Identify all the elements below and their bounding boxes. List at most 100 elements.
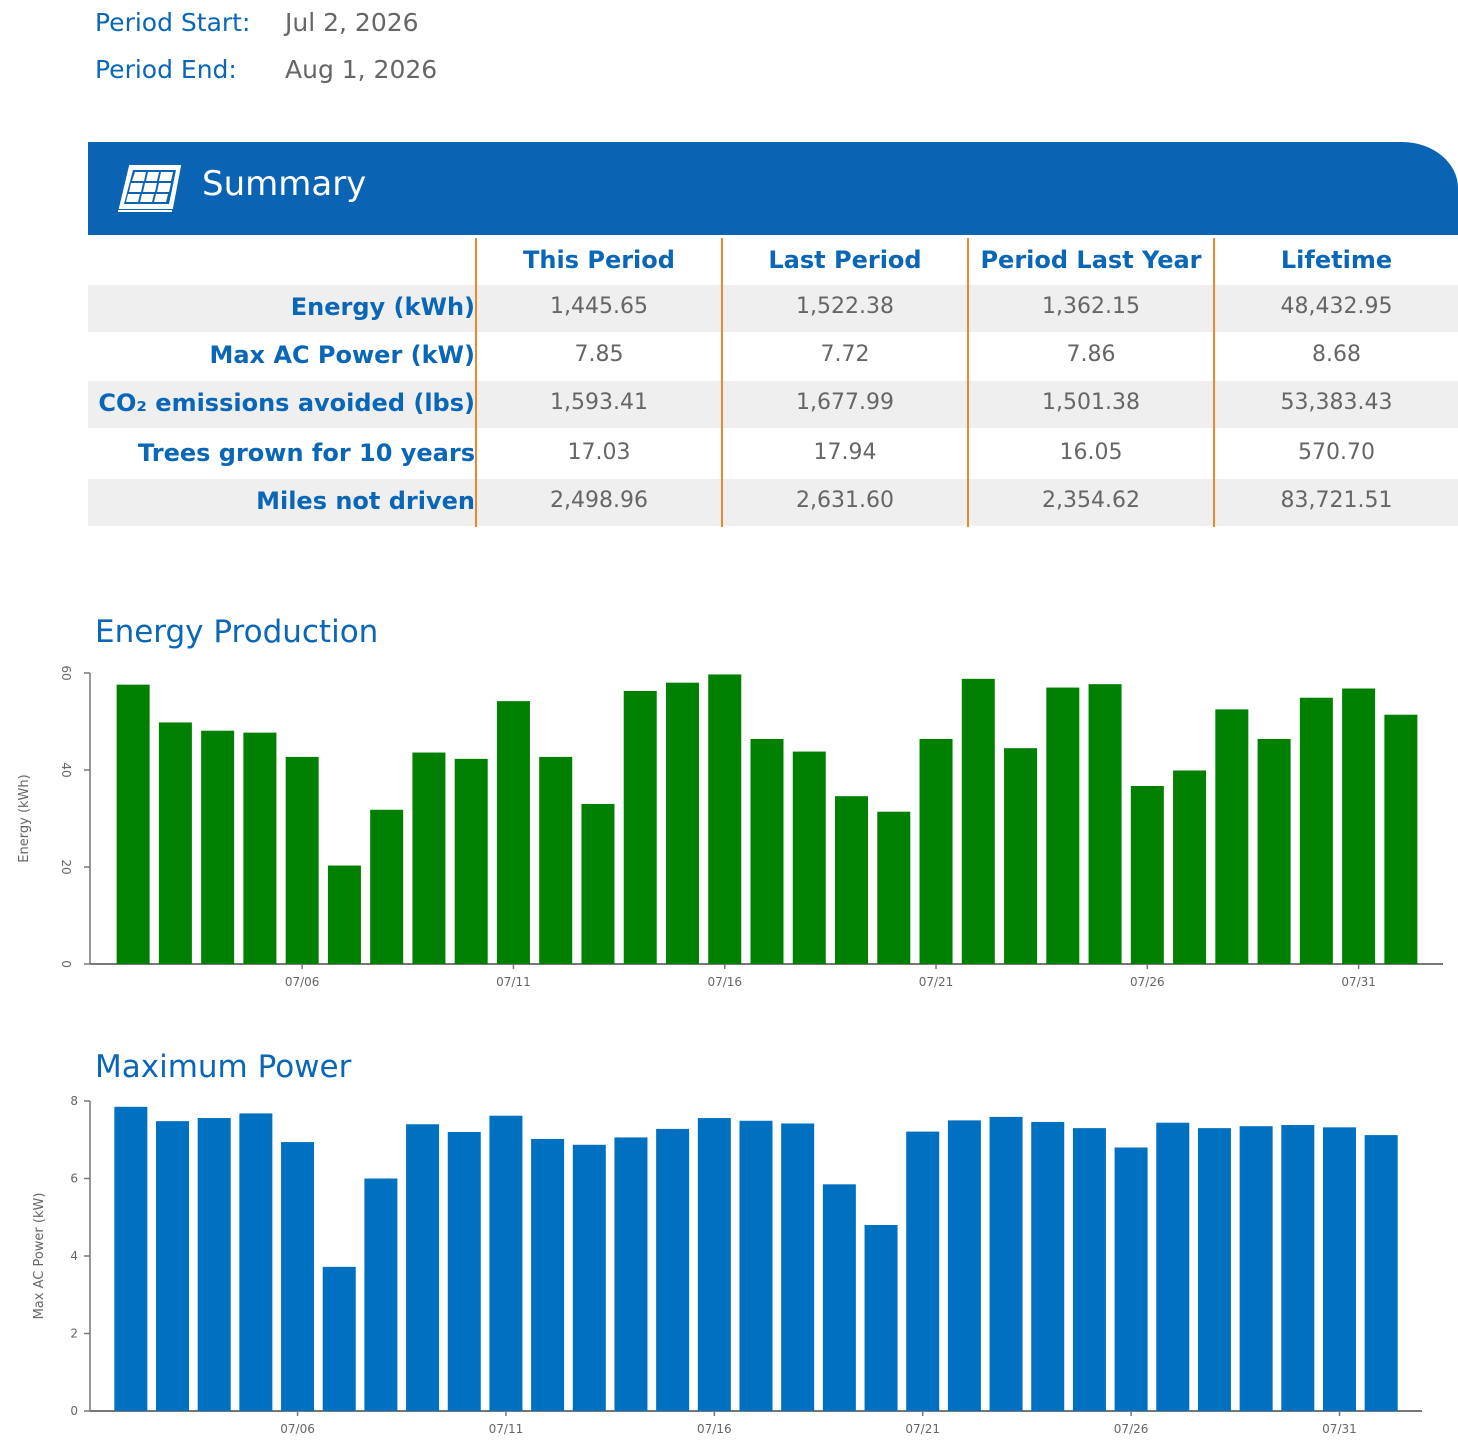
y-axis-label: Energy (kWh) [17, 774, 32, 862]
bar [1088, 684, 1122, 964]
bar [364, 1178, 398, 1411]
period-start-value: Jul 2, 2026 [285, 8, 419, 37]
bar [1215, 709, 1249, 964]
bar [239, 1113, 273, 1411]
y-tick-label: 8 [70, 1094, 78, 1108]
bar [285, 756, 319, 964]
bar [281, 1142, 315, 1411]
table-row: Miles not driven 2,498.96 2,631.60 2,354… [88, 479, 1458, 526]
bar [1364, 1135, 1398, 1411]
column-divider [721, 238, 723, 527]
y-tick-label: 0 [70, 1404, 78, 1418]
bar [961, 678, 995, 964]
bar [197, 1118, 231, 1411]
bar [623, 690, 657, 964]
table-cell: 16.05 [1059, 440, 1123, 465]
bar [835, 796, 869, 964]
bar [750, 738, 784, 964]
y-tick-label: 2 [70, 1327, 78, 1341]
x-tick-label: 07/21 [905, 1422, 940, 1436]
row-label: CO₂ emissions avoided (lbs) [98, 389, 475, 417]
table-cell: 17.94 [813, 440, 877, 465]
table-cell: 7.86 [1066, 342, 1116, 367]
table-cell: 1,677.99 [796, 390, 894, 415]
x-tick-label: 07/16 [697, 1422, 732, 1436]
bar [114, 1106, 148, 1411]
table-cell: 53,383.43 [1280, 390, 1393, 415]
table-cell: 2,498.96 [550, 488, 648, 513]
table-cell: 1,522.38 [796, 294, 894, 319]
row-label: Max AC Power (kW) [209, 341, 475, 369]
bar [656, 1128, 690, 1411]
bar [327, 865, 361, 964]
bar [919, 738, 953, 964]
bar [201, 730, 235, 964]
bar [1004, 748, 1038, 964]
bar [406, 1124, 440, 1411]
x-tick-label: 07/26 [1114, 1422, 1149, 1436]
table-row: Energy (kWh) 1,445.65 1,522.38 1,362.15 … [88, 285, 1458, 332]
table-row: Trees grown for 10 years 17.03 17.94 16.… [88, 431, 1458, 478]
bar [1384, 714, 1418, 964]
summary-banner: Summary [88, 142, 1458, 235]
bar [1281, 1125, 1315, 1411]
bar [864, 1225, 898, 1411]
column-divider [1213, 238, 1215, 527]
y-tick-label: 4 [70, 1249, 78, 1263]
table-cell: 1,501.38 [1042, 390, 1140, 415]
bar [906, 1131, 940, 1411]
bar [1299, 697, 1333, 964]
bar [1114, 1147, 1148, 1411]
table-cell: 7.85 [574, 342, 624, 367]
column-divider [475, 238, 477, 527]
y-tick-label: 20 [59, 859, 73, 874]
bar [697, 1118, 731, 1411]
energy-chart-title: Energy Production [95, 614, 379, 650]
table-row: Max AC Power (kW) 7.85 7.72 7.86 8.68 [88, 333, 1458, 380]
bar [1156, 1122, 1190, 1411]
y-axis-label: Max AC Power (kW) [32, 1193, 47, 1320]
bar [1322, 1127, 1356, 1411]
row-label: Miles not driven [256, 487, 475, 515]
table-cell: 48,432.95 [1280, 294, 1393, 319]
x-tick-label: 07/11 [489, 1422, 524, 1436]
bar [572, 1144, 606, 1411]
bar [1342, 688, 1376, 964]
row-label: Trees grown for 10 years [138, 439, 475, 467]
table-cell: 1,593.41 [550, 390, 648, 415]
bar [1046, 687, 1080, 964]
column-header-this-period: This Period [523, 246, 675, 274]
bar [158, 722, 192, 964]
bar [539, 756, 573, 964]
bar [989, 1116, 1023, 1411]
table-cell: 2,631.60 [796, 488, 894, 513]
bar [370, 809, 404, 964]
table-cell: 2,354.62 [1042, 488, 1140, 513]
x-tick-label: 07/06 [280, 1422, 315, 1436]
solar-panel-icon [118, 165, 182, 212]
bar [489, 1115, 523, 1411]
bar [116, 684, 150, 964]
bar [781, 1123, 815, 1411]
table-cell: 8.68 [1312, 342, 1361, 367]
energy-production-chart: 0 20 40 60 Energy (kWh) 07/06 07/11 07/16 07/21 0… [17, 665, 1443, 989]
table-cell: 570.70 [1298, 440, 1375, 465]
power-chart-title: Maximum Power [95, 1049, 352, 1085]
bar [877, 811, 911, 964]
bar [156, 1121, 190, 1411]
bar [1173, 770, 1207, 964]
x-tick-label: 07/11 [496, 975, 531, 989]
bar [581, 803, 615, 964]
bar [739, 1120, 773, 1411]
period-end-value: Aug 1, 2026 [285, 55, 438, 84]
summary-title: Summary [202, 164, 367, 204]
x-tick-label: 07/31 [1322, 1422, 1357, 1436]
y-tick-label: 0 [59, 960, 73, 968]
x-tick-label: 07/26 [1130, 975, 1165, 989]
bar [1130, 786, 1164, 964]
y-tick-label: 6 [70, 1172, 78, 1186]
bar [614, 1137, 648, 1411]
bar [1072, 1128, 1106, 1411]
x-tick-label: 07/21 [919, 975, 954, 989]
column-header-lifetime: Lifetime [1280, 246, 1393, 274]
